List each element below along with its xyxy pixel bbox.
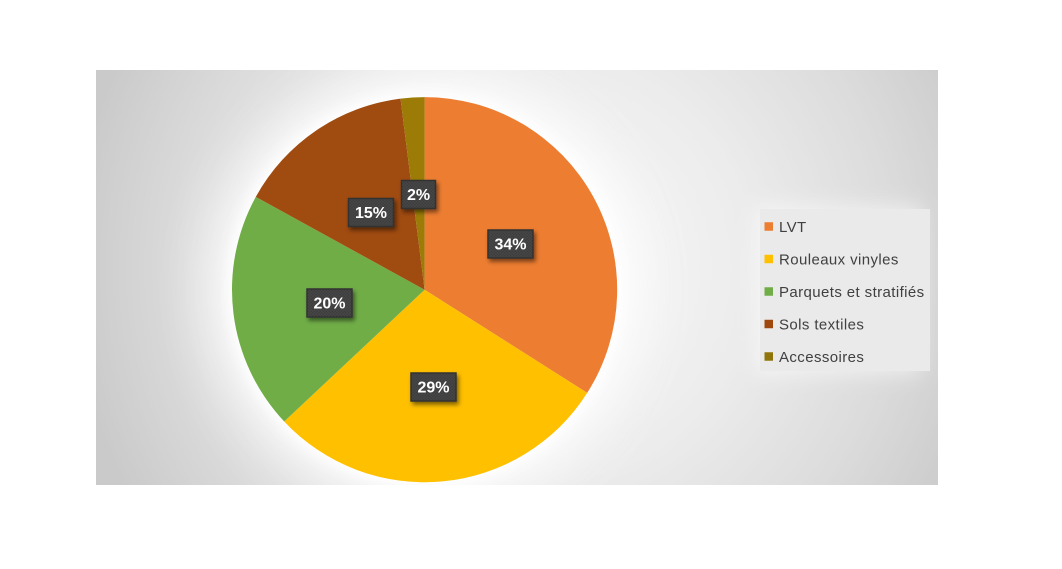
svg-text:LVT: LVT	[779, 219, 807, 236]
svg-text:Sols textiles: Sols textiles	[779, 316, 864, 333]
svg-text:15%: 15%	[355, 205, 387, 222]
svg-text:29%: 29%	[417, 380, 449, 397]
svg-text:20%: 20%	[313, 296, 345, 313]
svg-text:Rouleaux vinyles: Rouleaux vinyles	[779, 251, 899, 268]
svg-text:Parquets et stratifiés: Parquets et stratifiés	[779, 284, 925, 301]
svg-text:34%: 34%	[494, 237, 526, 254]
svg-text:2%: 2%	[407, 187, 430, 204]
svg-text:Accessoires: Accessoires	[779, 349, 864, 366]
